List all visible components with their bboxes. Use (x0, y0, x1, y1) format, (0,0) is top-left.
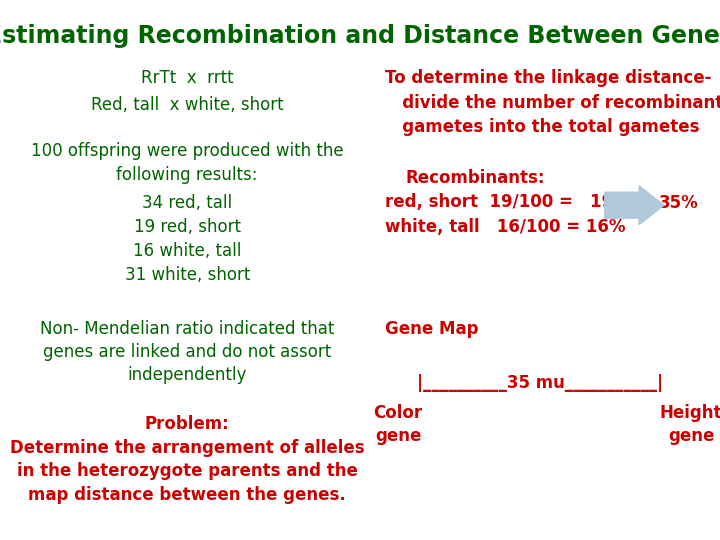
Text: Red, tall  x white, short: Red, tall x white, short (91, 96, 284, 114)
Text: gene: gene (375, 427, 421, 446)
FancyArrow shape (605, 186, 664, 225)
Text: RrTt  x  rrtt: RrTt x rrtt (141, 69, 233, 87)
Text: Gene Map: Gene Map (385, 320, 479, 339)
Text: 31 white, short: 31 white, short (125, 266, 250, 285)
Text: gene: gene (668, 427, 714, 446)
Text: Recombinants:: Recombinants: (405, 169, 545, 187)
Text: 100 offspring were produced with the: 100 offspring were produced with the (31, 142, 343, 160)
Text: Non- Mendelian ratio indicated that: Non- Mendelian ratio indicated that (40, 320, 334, 339)
Text: 35%: 35% (659, 193, 698, 212)
Text: Problem:: Problem: (145, 415, 230, 433)
Text: in the heterozygote parents and the: in the heterozygote parents and the (17, 462, 358, 481)
Text: Color: Color (374, 404, 423, 422)
Text: Estimating Recombination and Distance Between Genes: Estimating Recombination and Distance Be… (0, 24, 720, 48)
Text: genes are linked and do not assort: genes are linked and do not assort (43, 343, 331, 361)
Text: red, short  19/100 =   19%: red, short 19/100 = 19% (385, 193, 630, 212)
Text: |__________35 mu___________|: |__________35 mu___________| (417, 374, 663, 393)
Text: divide the number of recombinant: divide the number of recombinant (385, 93, 720, 112)
Text: map distance between the genes.: map distance between the genes. (28, 485, 346, 504)
Text: 16 white, tall: 16 white, tall (133, 242, 241, 260)
Text: following results:: following results: (117, 166, 258, 185)
Text: 19 red, short: 19 red, short (134, 218, 240, 236)
Text: Determine the arrangement of alleles: Determine the arrangement of alleles (10, 439, 364, 457)
Text: white, tall   16/100 = 16%: white, tall 16/100 = 16% (385, 218, 626, 236)
Text: 34 red, tall: 34 red, tall (142, 193, 233, 212)
Text: independently: independently (127, 366, 247, 384)
Text: gametes into the total gametes: gametes into the total gametes (385, 118, 700, 136)
Text: To determine the linkage distance-: To determine the linkage distance- (385, 69, 711, 87)
Text: Height: Height (660, 404, 720, 422)
